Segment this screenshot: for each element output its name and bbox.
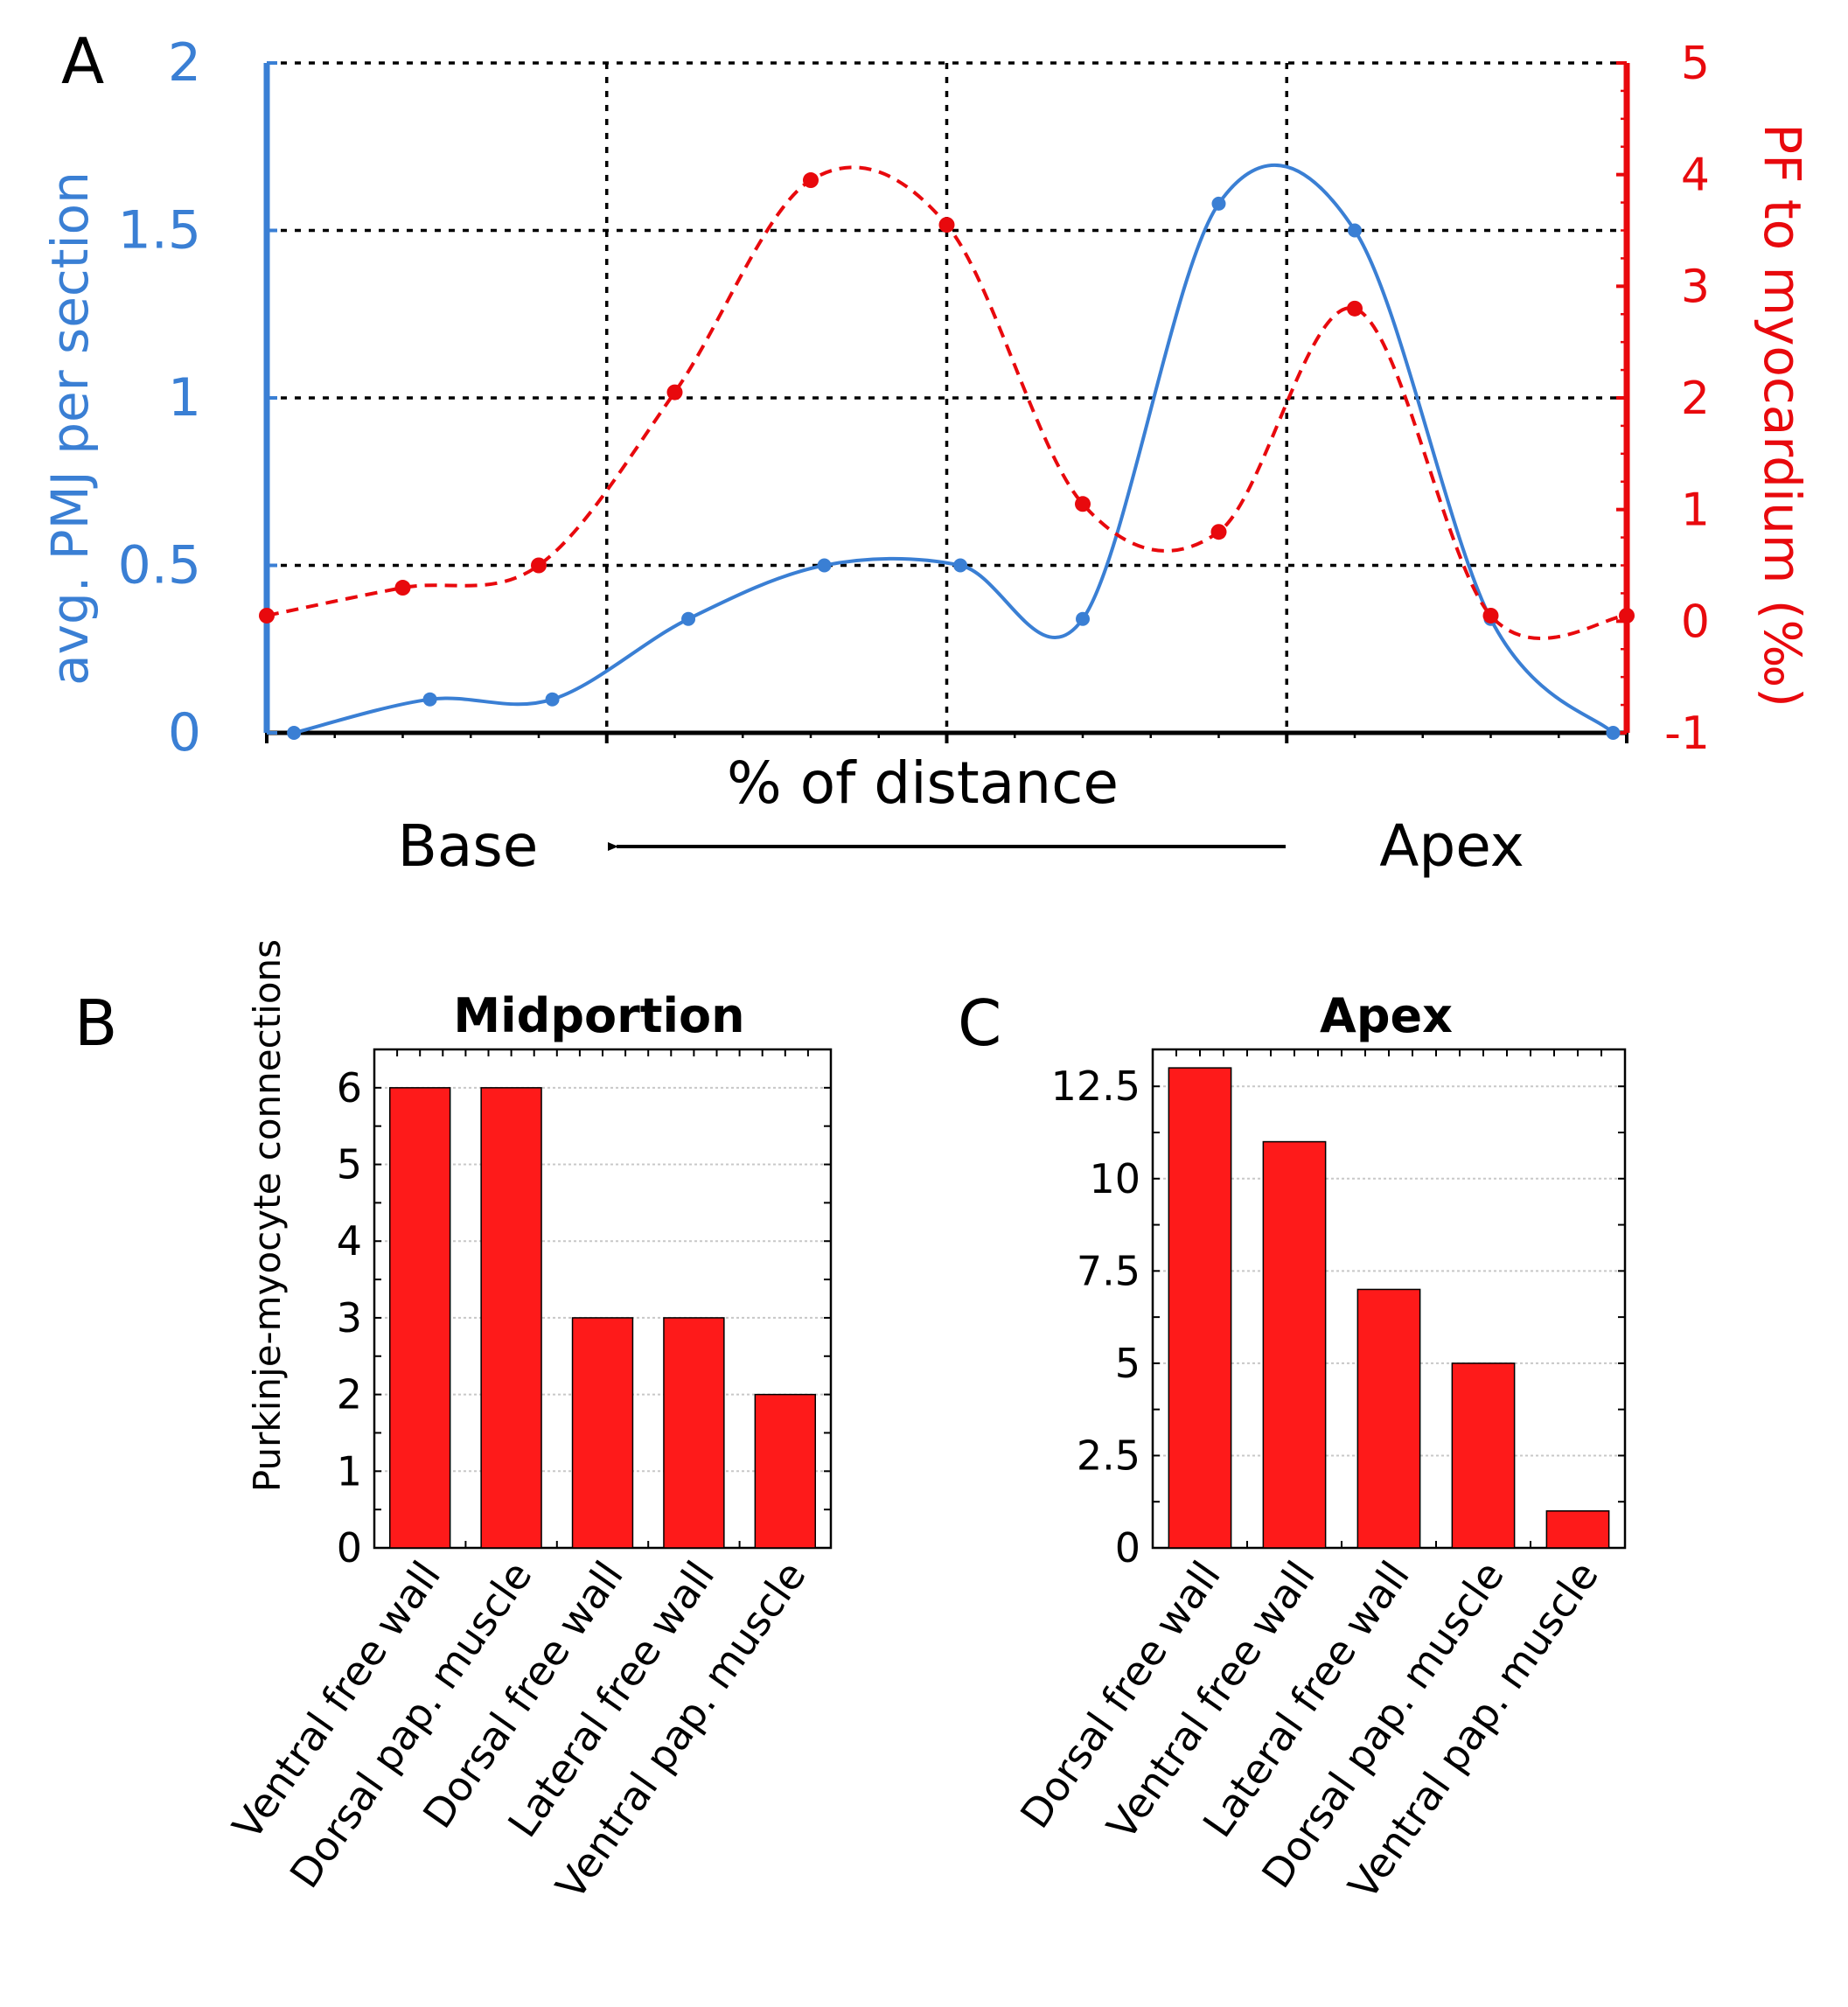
pf-series-line <box>266 165 1628 640</box>
pmj-data-point <box>817 558 832 573</box>
pf-data-point <box>938 217 955 233</box>
panel-a-series <box>259 164 1635 740</box>
right-tick-label: -1 <box>1664 707 1710 760</box>
y-tick-label: 12.5 <box>1051 1063 1140 1110</box>
bar <box>1545 1510 1610 1549</box>
pf-data-point <box>394 580 411 596</box>
right-tick-label: 5 <box>1681 38 1710 90</box>
bar <box>1451 1362 1516 1549</box>
pmj-data-point <box>1076 611 1090 626</box>
bar <box>480 1087 542 1549</box>
panel-c-letter: C <box>958 986 1001 1060</box>
pf-data-point <box>531 557 547 574</box>
bar <box>571 1317 634 1549</box>
panel-b-title: Midportion <box>453 988 744 1043</box>
base-label: Base <box>398 812 539 880</box>
pmj-data-point <box>1348 223 1362 238</box>
right-tick-label: 3 <box>1681 261 1710 313</box>
bar <box>754 1393 817 1549</box>
right-tick-label: 0 <box>1681 596 1710 648</box>
bar <box>663 1317 725 1549</box>
apex-label: Apex <box>1379 812 1524 880</box>
pf-data-point <box>666 384 683 401</box>
panel-b-y-axis-label: Purkinje-myocyte connections <box>246 939 289 1492</box>
pmj-data-point <box>953 558 968 573</box>
pmj-data-point <box>681 611 696 626</box>
left-tick-label: 0 <box>168 702 201 763</box>
panel-a-grid <box>267 61 1627 733</box>
left-tick-label: 1.5 <box>118 200 201 261</box>
pmj-data-point <box>287 726 302 740</box>
y-tick-label: 2.5 <box>1077 1432 1140 1479</box>
y-tick-label: 0 <box>337 1524 362 1571</box>
panel-a-ticks: 0 0.5 1 1.5 2 -1 0 1 2 3 4 5 <box>118 32 1710 763</box>
left-tick-label: 2 <box>168 32 201 94</box>
pf-data-point <box>1210 524 1227 540</box>
y-tick-label: 1 <box>337 1447 362 1495</box>
left-tick-label: 0.5 <box>118 535 201 596</box>
bar <box>1168 1067 1232 1549</box>
pmj-data-point <box>1606 726 1621 740</box>
left-tick-label: 1 <box>168 367 201 429</box>
pf-data-point <box>1482 607 1499 624</box>
pmj-data-point <box>1211 196 1226 211</box>
pf-data-point <box>259 607 275 624</box>
x-axis-label: % of distance <box>727 749 1119 817</box>
panel-c-title: Apex <box>1320 988 1453 1043</box>
left-y-axis-label: avg. PMJ per section <box>40 171 100 686</box>
panel-a-letter: A <box>61 24 104 98</box>
y-tick-label: 0 <box>1115 1524 1140 1571</box>
right-y-axis-label: PF to myocardium (‰) <box>1753 123 1812 707</box>
y-tick-label: 7.5 <box>1077 1247 1140 1294</box>
y-tick-label: 5 <box>337 1141 362 1188</box>
y-tick-label: 10 <box>1089 1155 1140 1202</box>
pf-data-point <box>1619 607 1635 624</box>
y-tick-label: 3 <box>337 1294 362 1341</box>
right-tick-label: 4 <box>1681 150 1710 202</box>
bar <box>1356 1288 1421 1549</box>
panel-b: B Midportion Purkinje-myocyte connection… <box>74 939 833 1908</box>
pf-data-point <box>1075 496 1091 512</box>
pf-data-point <box>1347 300 1363 317</box>
bar <box>1262 1140 1327 1549</box>
right-tick-label: 1 <box>1681 484 1710 537</box>
panel-a: A 0 0.5 1 1.5 2 -1 0 1 2 3 4 5 avg. PMJ per section… <box>40 24 1812 880</box>
y-tick-label: 2 <box>337 1371 362 1418</box>
pmj-series-line <box>293 164 1614 735</box>
panel-b-letter: B <box>74 986 117 1060</box>
bar <box>388 1087 451 1549</box>
y-tick-label: 4 <box>337 1217 362 1265</box>
y-tick-label: 6 <box>337 1064 362 1112</box>
right-tick-label: 2 <box>1681 373 1710 425</box>
y-tick-label: 5 <box>1115 1340 1140 1387</box>
pmj-data-point <box>545 692 560 707</box>
pf-data-point <box>803 172 819 189</box>
pmj-data-point <box>422 692 437 707</box>
